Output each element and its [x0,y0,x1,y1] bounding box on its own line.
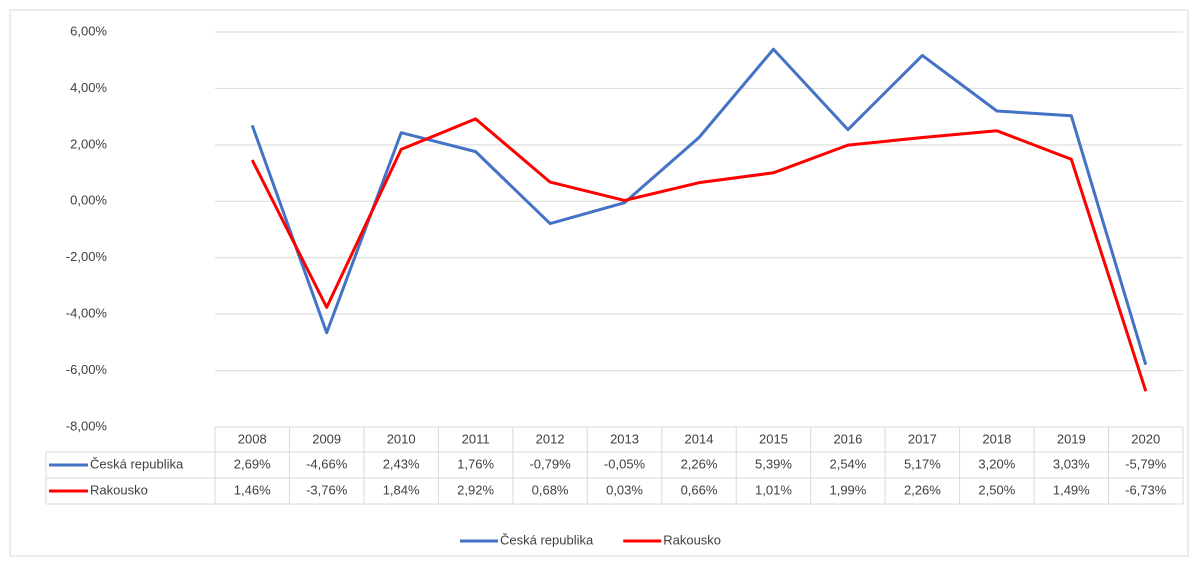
chart-frame [9,9,1189,557]
table-value: 2,92% [457,482,494,497]
table-value: 2,26% [904,482,941,497]
table-value: 3,20% [978,456,1015,471]
table-value: 1,84% [383,482,420,497]
table-value: 5,17% [904,456,941,471]
table-value: 2,50% [978,482,1015,497]
table-value: -6,73% [1125,482,1167,497]
x-tick-label: 2009 [312,431,341,446]
table-value: -3,76% [306,482,348,497]
x-tick-label: 2020 [1131,431,1160,446]
table-value: -0,05% [604,456,646,471]
table-value: 5,39% [755,456,792,471]
table-value: 2,54% [829,456,866,471]
legend-label: Česká republika [500,532,594,547]
x-tick-label: 2017 [908,431,937,446]
x-tick-label: 2013 [610,431,639,446]
table-value: -0,79% [529,456,571,471]
table-value: 1,01% [755,482,792,497]
table-value: 0,66% [681,482,718,497]
x-tick-label: 2018 [982,431,1011,446]
table-value: 2,43% [383,456,420,471]
table-value: 2,69% [234,456,271,471]
table-value: 1,76% [457,456,494,471]
y-tick-label: -6,00% [66,362,108,377]
table-row-label: Rakousko [90,482,148,497]
x-tick-label: 2015 [759,431,788,446]
table-value: 2,26% [681,456,718,471]
table-row-label: Česká republika [90,456,184,471]
y-tick-label: -2,00% [66,249,108,264]
y-tick-label: 2,00% [70,136,107,151]
x-tick-label: 2014 [685,431,714,446]
x-tick-label: 2012 [536,431,565,446]
x-tick-label: 2008 [238,431,267,446]
x-tick-label: 2019 [1057,431,1086,446]
table-value: -4,66% [306,456,348,471]
legend-label: Rakousko [663,532,721,547]
table-value: 0,68% [532,482,569,497]
table-value: 3,03% [1053,456,1090,471]
y-tick-label: -8,00% [66,418,108,433]
series-line [250,47,1148,366]
table-value: -5,79% [1125,456,1167,471]
x-tick-label: 2016 [833,431,862,446]
x-tick-label: 2010 [387,431,416,446]
y-tick-label: 6,00% [70,23,107,38]
table-value: 1,99% [829,482,866,497]
y-tick-label: 0,00% [70,193,107,208]
table-value: 1,46% [234,482,271,497]
table-value: 1,49% [1053,482,1090,497]
x-tick-label: 2011 [462,431,490,446]
y-tick-label: 4,00% [70,80,107,95]
y-tick-label: -4,00% [66,306,108,321]
series-line [250,117,1148,392]
table-value: 0,03% [606,482,643,497]
